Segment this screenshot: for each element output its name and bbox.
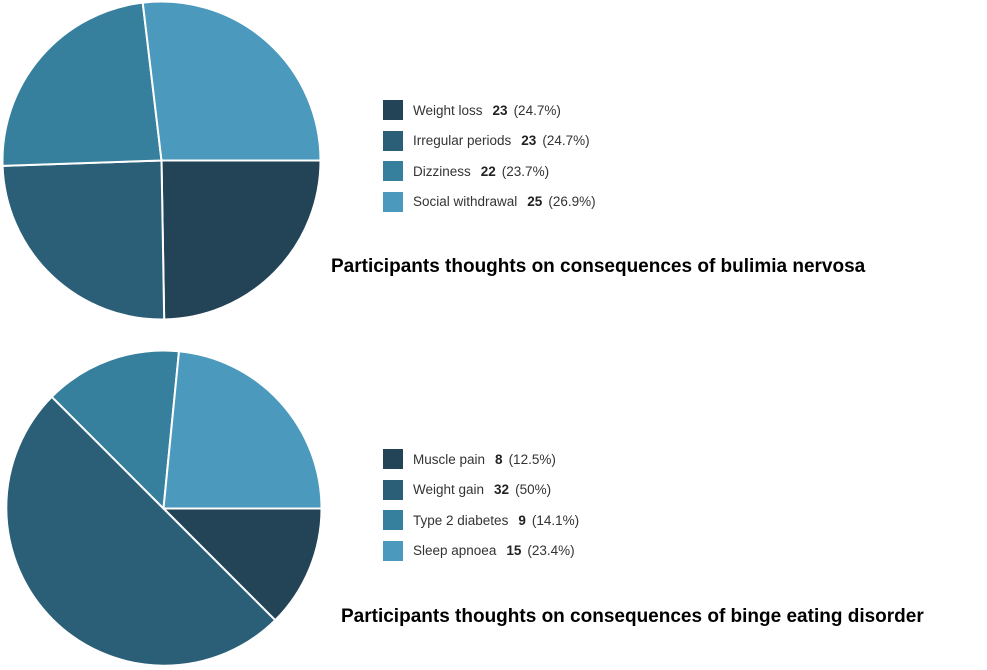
legend-label: Social withdrawal bbox=[413, 194, 518, 209]
legend-item-weight-loss: Weight loss 23 (24.7%) bbox=[383, 100, 596, 120]
legend-item-irregular-periods: Irregular periods 23 (24.7%) bbox=[383, 130, 596, 151]
legend-value: 9 bbox=[518, 512, 526, 528]
legend-item-weight-gain: Weight gain 32 (50%) bbox=[383, 479, 579, 500]
legend-percent: (23.7%) bbox=[501, 163, 550, 179]
legend-label: Weight gain bbox=[413, 482, 485, 497]
pie-slice-muscle-pain bbox=[162, 507, 323, 622]
legend-binge-eating: Muscle pain 8 (12.5%) Weight gain 32 (50… bbox=[383, 449, 579, 571]
legend-percent: (26.9%) bbox=[548, 194, 596, 209]
legend-bulimia: Weight loss 23 (24.7%) Irregular periods… bbox=[383, 100, 596, 222]
legend-value: 23 bbox=[492, 102, 508, 118]
legend-value: 23 bbox=[521, 133, 537, 148]
legend-item-sleep-apnoea: Sleep apnoea 15 (23.4%) bbox=[383, 540, 579, 561]
legend-value: 8 bbox=[495, 451, 503, 467]
pie-slice-dizziness bbox=[1, 1, 163, 167]
legend-label: Muscle pain bbox=[413, 451, 486, 467]
legend-value: 32 bbox=[494, 482, 510, 497]
legend-item-muscle-pain: Muscle pain 8 (12.5%) bbox=[383, 449, 579, 469]
legend-value: 15 bbox=[506, 543, 522, 558]
legend-percent: (14.1%) bbox=[531, 512, 580, 528]
legend-swatch bbox=[383, 100, 403, 120]
pie-slice-irregular-periods bbox=[1, 159, 166, 321]
pie-chart-bulimia bbox=[1, 0, 322, 321]
legend-item-social-withdrawal: Social withdrawal 25 (26.9%) bbox=[383, 191, 596, 212]
legend-percent: (24.7%) bbox=[542, 133, 590, 148]
legend-percent: (24.7%) bbox=[513, 102, 561, 118]
legend-swatch bbox=[383, 449, 403, 469]
legend-swatch bbox=[383, 191, 403, 212]
legend-percent: (12.5%) bbox=[508, 451, 556, 467]
legend-swatch bbox=[383, 510, 403, 530]
pie-slice-type-2-diabetes bbox=[50, 349, 180, 510]
legend-item-type-2-diabetes: Type 2 diabetes 9 (14.1%) bbox=[383, 510, 579, 530]
legend-swatch bbox=[383, 130, 403, 151]
pie-slice-weight-loss bbox=[160, 159, 322, 321]
legend-item-dizziness: Dizziness 22 (23.7%) bbox=[383, 161, 596, 181]
legend-swatch bbox=[383, 161, 403, 181]
legend-label: Sleep apnoea bbox=[413, 543, 497, 558]
pie-slice-social-withdrawal bbox=[141, 0, 322, 162]
pie-slice-sleep-apnoea bbox=[162, 350, 323, 510]
legend-label: Weight loss bbox=[413, 102, 483, 118]
legend-swatch bbox=[383, 540, 403, 561]
legend-percent: (50%) bbox=[515, 482, 552, 497]
legend-label: Dizziness bbox=[413, 163, 471, 179]
legend-value: 25 bbox=[527, 194, 543, 209]
pie-slice-weight-gain bbox=[5, 395, 277, 667]
legend-label: Type 2 diabetes bbox=[413, 512, 509, 528]
legend-value: 22 bbox=[480, 163, 496, 179]
legend-percent: (23.4%) bbox=[527, 543, 575, 558]
chart-title-binge-eating: Participants thoughts on consequences of… bbox=[341, 606, 924, 627]
pie-chart-binge-eating bbox=[5, 349, 323, 667]
legend-swatch bbox=[383, 479, 403, 500]
chart-title-bulimia: Participants thoughts on consequences of… bbox=[331, 256, 866, 277]
legend-label: Irregular periods bbox=[413, 133, 512, 148]
